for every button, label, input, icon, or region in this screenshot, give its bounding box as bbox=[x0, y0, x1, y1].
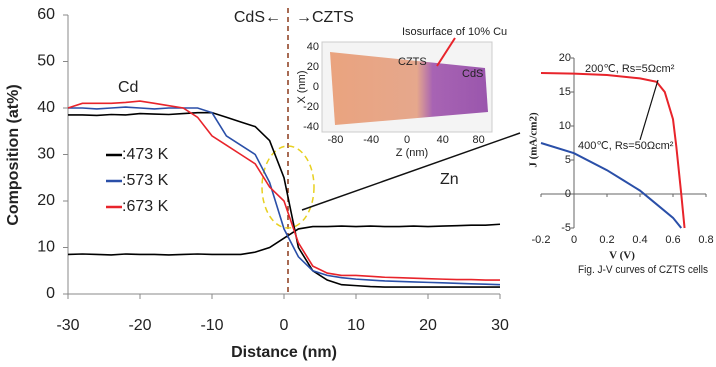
x-tick-label: 0 bbox=[404, 134, 410, 146]
x-tick-label: -20 bbox=[128, 317, 151, 334]
legend-label: :473 K bbox=[122, 146, 169, 163]
y-tick-label: 0 bbox=[46, 285, 55, 302]
x-tick-label: 10 bbox=[347, 317, 365, 334]
x-axis-label: V (V) bbox=[609, 250, 635, 262]
region-label: CdS bbox=[462, 68, 483, 80]
x-tick-label: 30 bbox=[491, 317, 509, 334]
y-tick-label: 0 bbox=[313, 81, 319, 93]
x-tick-label: 80 bbox=[472, 134, 484, 146]
x-tick-label: 0.6 bbox=[665, 234, 680, 246]
y-tick-label: 20 bbox=[37, 192, 55, 209]
x-tick-label: 0 bbox=[571, 234, 577, 246]
x-axis-label: Z (nm) bbox=[396, 147, 428, 159]
y-tick-label: 10 bbox=[37, 239, 55, 256]
x-tick-label: -30 bbox=[56, 317, 79, 334]
y-axis-label: X (nm) bbox=[296, 71, 308, 104]
cd-line bbox=[68, 107, 500, 285]
y-tick-label: 40 bbox=[37, 99, 55, 116]
x-tick-label: -40 bbox=[363, 134, 379, 146]
y-tick-label: 5 bbox=[565, 154, 571, 166]
x-axis-label: Distance (nm) bbox=[231, 344, 337, 361]
annotation: →CZTS bbox=[296, 9, 354, 26]
caption: Fig. J-V curves of CZTS cells bbox=[578, 264, 708, 276]
x-tick-label: -80 bbox=[327, 134, 343, 146]
y-tick-label: 30 bbox=[37, 146, 55, 163]
y-axis-label: J (mA/cm2) bbox=[528, 112, 540, 168]
y-tick-label: 50 bbox=[37, 53, 55, 70]
x-tick-label: 0 bbox=[280, 317, 289, 334]
x-tick-label: 20 bbox=[419, 317, 437, 334]
y-tick-label: 20 bbox=[307, 61, 319, 73]
caption-line: Fig. J-V curves of CZTS cells bbox=[578, 264, 708, 276]
y-tick-label: -5 bbox=[561, 222, 571, 234]
x-tick-label: 0.4 bbox=[632, 234, 647, 246]
jv-curve bbox=[541, 143, 681, 228]
y-tick-label: 60 bbox=[37, 6, 55, 23]
annotation: Cd bbox=[118, 79, 138, 96]
y-tick-label: 10 bbox=[559, 120, 571, 132]
y-tick-label: 20 bbox=[559, 52, 571, 64]
x-tick-label: -0.2 bbox=[532, 234, 551, 246]
annotation: CdS← bbox=[234, 9, 281, 26]
annotation: Zn bbox=[440, 171, 459, 188]
y-tick-label: 40 bbox=[307, 41, 319, 53]
x-tick-label: 0.8 bbox=[698, 234, 713, 246]
y-tick-label: 15 bbox=[559, 86, 571, 98]
series-label: 200℃, Rs=5Ωcm² bbox=[585, 63, 675, 75]
label-arrow bbox=[640, 80, 658, 140]
region-label: CZTS bbox=[398, 56, 427, 68]
y-tick-label: 0 bbox=[565, 188, 571, 200]
legend-label: :573 K bbox=[122, 172, 169, 189]
x-tick-label: -10 bbox=[200, 317, 223, 334]
x-tick-label: 40 bbox=[437, 134, 449, 146]
series-label: 400℃, Rs=50Ωcm² bbox=[578, 140, 674, 152]
legend-label: :673 K bbox=[122, 198, 169, 215]
image-title: Isosurface of 10% Cu bbox=[402, 26, 507, 38]
x-tick-label: 0.2 bbox=[599, 234, 614, 246]
figure: 0102030405060-30-20-100102030Distance (n… bbox=[0, 0, 716, 367]
y-axis-label: Composition (at%) bbox=[5, 84, 22, 225]
y-tick-label: -40 bbox=[303, 121, 319, 133]
